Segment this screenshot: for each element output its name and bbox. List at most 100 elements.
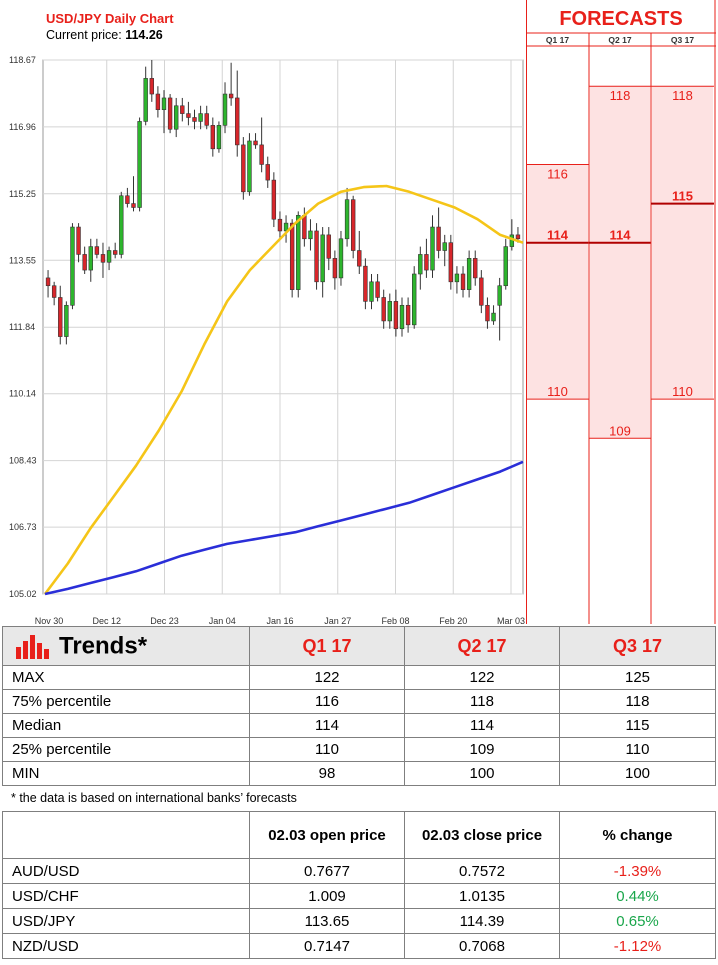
candle (82, 246, 87, 274)
candle-body (387, 301, 392, 322)
trends-col-q1: Q1 17 (249, 626, 405, 666)
candle-body (503, 246, 508, 287)
trends-title: Trends* (59, 632, 148, 660)
candle-body (485, 304, 490, 322)
candle-body (308, 230, 313, 240)
candle (125, 187, 130, 208)
trends-cell: 125 (559, 665, 716, 690)
trends-row-max: MAX 122 122 125 (2, 665, 716, 690)
candle (216, 121, 222, 153)
x-tick-label: Feb 08 (381, 616, 409, 624)
forecast-chart-svg: FORECASTS Q1 17 116 114 110 Q2 17 118 114 109 Q3 … (526, 0, 716, 624)
candle (137, 117, 142, 212)
candle (338, 230, 344, 286)
candle (369, 273, 374, 310)
candle (76, 223, 81, 263)
candle-body (186, 113, 191, 118)
trends-col-q3: Q3 17 (559, 626, 716, 666)
x-tick-label: Jan 16 (266, 616, 293, 624)
candle (442, 234, 447, 267)
candle (88, 238, 93, 282)
candle (448, 234, 454, 290)
x-tick-label: Dec 12 (92, 616, 121, 624)
trends-row-label: 25% percentile (2, 737, 250, 762)
bar-chart-icon (16, 635, 49, 660)
current-price: Current price: 114.26 (46, 28, 163, 42)
candle-body (350, 199, 356, 251)
chart-title: USD/JPY Daily Chart (46, 11, 174, 26)
candle-body (174, 105, 179, 130)
forecast-median-label: 114 (610, 228, 632, 243)
candle-body (100, 254, 106, 263)
trends-cell: 122 (249, 665, 405, 690)
candle-body (375, 281, 380, 298)
candle-body (363, 265, 368, 302)
footnote: * the data is based on international ban… (11, 791, 297, 805)
forecast-column-label: Q1 17 (546, 35, 569, 45)
close-price: 0.7068 (404, 933, 560, 959)
trends-row-p25: 25% percentile 110 109 110 (2, 737, 716, 762)
close-price: 0.7572 (404, 858, 560, 884)
candle (198, 105, 203, 130)
candle-body (424, 254, 429, 271)
candle-body (167, 97, 173, 130)
current-price-value: 114.26 (125, 28, 163, 42)
candle-body (466, 258, 472, 290)
candle-body (228, 93, 234, 99)
candle-body (405, 304, 411, 326)
prices-row-nzdusd: NZD/USD 0.7147 0.7068 -1.12% (2, 933, 716, 959)
candle (399, 297, 405, 337)
candle (265, 156, 270, 188)
candlestick-chart-svg: 118.67 116.96 115.25 113.55 111.84 110.14 108.… (9, 55, 525, 624)
candle-body (131, 203, 136, 208)
candle (308, 219, 313, 251)
candle (167, 94, 173, 134)
candle (106, 246, 112, 271)
close-price: 1.0135 (404, 883, 560, 909)
candle (45, 270, 51, 298)
candle-body (64, 304, 69, 337)
candle (412, 266, 417, 329)
y-tick-label: 105.02 (9, 589, 37, 599)
x-tick-label: Feb 20 (439, 616, 467, 624)
candle (363, 258, 368, 310)
trends-row-label: MIN (2, 761, 250, 786)
candle (485, 297, 490, 329)
candle (344, 187, 350, 247)
candle (143, 66, 148, 126)
candle-body (460, 273, 466, 290)
y-tick-label: 116.96 (9, 122, 36, 132)
candle-body (94, 246, 100, 255)
candle-body (497, 285, 502, 306)
candle-body (51, 285, 57, 298)
candle (424, 238, 429, 278)
candle-body (192, 117, 197, 122)
candle (155, 86, 161, 118)
trends-cell: 109 (404, 737, 560, 762)
candle (222, 82, 228, 134)
open-price: 1.009 (249, 883, 405, 909)
candle (314, 223, 319, 290)
candle-body (277, 218, 283, 232)
candle (161, 90, 167, 134)
candle (271, 172, 277, 228)
forecast-column-label: Q2 17 (608, 35, 631, 45)
candle-body (210, 125, 216, 150)
x-tick-label: Dec 23 (150, 616, 179, 624)
candle-body (320, 234, 325, 283)
candle (405, 297, 411, 333)
trends-row-median: Median 114 114 115 (2, 713, 716, 738)
candle-body (509, 234, 515, 247)
candle (51, 281, 57, 306)
candle-body (106, 250, 112, 263)
candle-body (473, 258, 478, 279)
trends-table: Trends* Q1 17 Q2 17 Q3 17 MAX 122 122 12… (2, 626, 716, 786)
pair-name: AUD/USD (2, 858, 250, 884)
candle-body (82, 254, 87, 271)
candle-body (149, 78, 154, 95)
y-tick-label: 111.84 (9, 322, 35, 332)
candle-body (454, 273, 460, 283)
candle-body (515, 234, 521, 240)
candle-body (119, 195, 124, 255)
prices-row-audusd: AUD/USD 0.7677 0.7572 -1.39% (2, 858, 716, 884)
